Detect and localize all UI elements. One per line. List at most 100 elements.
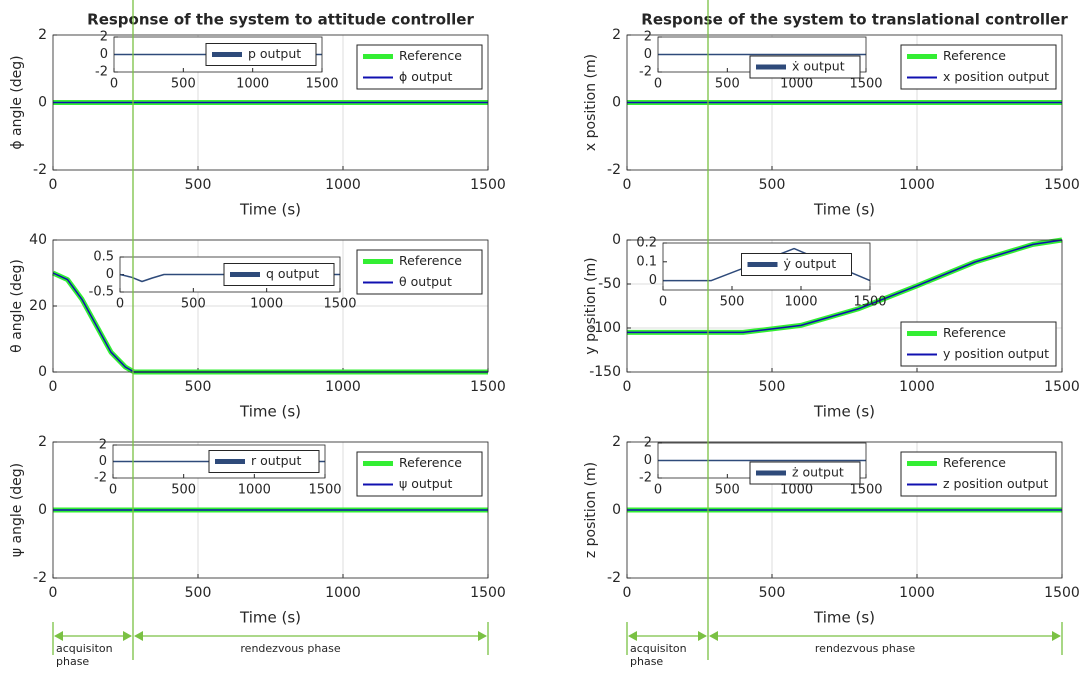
- y-tick-label: 0: [612, 95, 621, 111]
- x-tick-label: 0: [49, 177, 58, 193]
- x-tick-label: 500: [759, 379, 786, 395]
- x-tick-label: 1000: [250, 297, 283, 312]
- x-tick-label: 1000: [784, 295, 817, 310]
- y-tick-label: -2: [607, 570, 621, 586]
- x-tick-label: 0: [654, 483, 662, 498]
- legend-label: p output: [248, 46, 301, 61]
- y-tick-label: 0: [38, 364, 47, 380]
- y-tick-label: 0.2: [636, 236, 657, 251]
- y-axis-label: y position (m): [583, 257, 599, 354]
- legend-label: r output: [251, 453, 301, 468]
- legend-label: Reference: [943, 48, 1006, 63]
- legend-box: [900, 44, 1057, 90]
- arrow-head: [1052, 631, 1061, 641]
- arrow-head: [123, 631, 132, 641]
- y-axis-label: ϕ angle (deg): [9, 55, 25, 149]
- phase-label-box: acquisiton phase: [56, 642, 113, 668]
- legend-label: ż output: [792, 465, 844, 480]
- x-tick-label: 500: [185, 379, 212, 395]
- axes-box: [52, 441, 489, 579]
- x-axis-label: Time (s): [239, 403, 301, 421]
- x-tick-label: 0: [623, 379, 632, 395]
- y-tick-label: 0: [38, 95, 47, 111]
- arrow-head: [628, 631, 637, 641]
- axes-box: [626, 441, 1063, 579]
- y-tick-label: 0: [99, 454, 107, 469]
- x-tick-label: 1000: [780, 77, 813, 92]
- x-tick-label: 500: [759, 585, 786, 601]
- legend-label: x position output: [943, 69, 1049, 84]
- legend-box: [356, 451, 483, 497]
- arrow-head: [478, 631, 487, 641]
- y-axis-label: z position (m): [583, 462, 599, 558]
- x-tick-label: 1500: [470, 177, 506, 193]
- y-axis-label: θ angle (deg): [9, 259, 25, 353]
- y-tick-label: 0: [644, 47, 652, 62]
- y-tick-label: 2: [644, 436, 652, 451]
- x-tick-label: 1500: [308, 483, 341, 498]
- y-tick-label: 2: [100, 30, 108, 45]
- phase-label: rendezvous phase: [240, 642, 340, 655]
- legend-label: Reference: [399, 253, 462, 268]
- x-tick-label: 1000: [899, 585, 935, 601]
- y-tick-label: -0.5: [89, 285, 114, 300]
- y-tick-label: -2: [33, 570, 47, 586]
- x-tick-label: 1500: [470, 585, 506, 601]
- x-tick-label: 1000: [238, 483, 271, 498]
- y-tick-label: -50: [598, 276, 621, 292]
- arrow-head: [134, 631, 143, 641]
- x-tick-label: 1000: [325, 585, 361, 601]
- legend-box: [356, 44, 483, 90]
- x-tick-label: 1000: [325, 177, 361, 193]
- y-tick-label: -100: [589, 320, 621, 336]
- y-tick-label: 0.1: [636, 254, 657, 269]
- legend-label: z position output: [943, 476, 1048, 491]
- legend-box: [208, 450, 320, 473]
- x-tick-label: 0: [49, 585, 58, 601]
- axes-box: [113, 36, 323, 73]
- series-line: [119, 273, 340, 283]
- arrow-head: [709, 631, 718, 641]
- legend-label: ẏ output: [784, 256, 837, 271]
- y-tick-label: 0: [612, 502, 621, 518]
- chart-title: Response of the system to attitude contr…: [87, 11, 474, 29]
- arrow-head: [54, 631, 63, 641]
- legend-label: ẋ output: [792, 59, 845, 74]
- axes-box: [626, 239, 1063, 373]
- legend-box: [749, 461, 861, 485]
- y-tick-label: 2: [99, 438, 107, 453]
- x-tick-label: 1500: [323, 297, 356, 312]
- arrow-head: [698, 631, 707, 641]
- y-axis-label: x position (m): [583, 54, 599, 151]
- y-tick-label: 0: [100, 47, 108, 62]
- y-tick-label: 0: [38, 502, 47, 518]
- y-tick-label: -2: [95, 65, 108, 80]
- series-line: [627, 239, 1063, 334]
- x-tick-label: 0: [110, 77, 118, 92]
- x-tick-label: 500: [181, 297, 206, 312]
- x-tick-label: 1500: [849, 77, 882, 92]
- y-tick-label: -2: [639, 471, 652, 486]
- axes-box: [662, 242, 871, 291]
- x-tick-label: 500: [171, 77, 196, 92]
- x-tick-label: 500: [185, 177, 212, 193]
- axes-box: [119, 256, 341, 293]
- x-tick-label: 500: [759, 177, 786, 193]
- axes-box: [52, 239, 489, 373]
- legend-label: θ output: [399, 274, 452, 289]
- legend-box: [741, 253, 852, 276]
- x-tick-label: 1500: [1044, 379, 1080, 395]
- x-tick-label: 1000: [236, 77, 269, 92]
- y-tick-label: -2: [33, 162, 47, 178]
- x-axis-label: Time (s): [239, 201, 301, 219]
- legend-box: [900, 451, 1057, 497]
- x-tick-label: 0: [623, 177, 632, 193]
- legend-box: [205, 43, 317, 66]
- y-tick-label: 0: [649, 273, 657, 288]
- legend-box: [356, 249, 483, 295]
- phase-label: acquisiton phase: [630, 642, 687, 668]
- x-tick-label: 0: [116, 297, 124, 312]
- y-tick-label: 20: [29, 298, 47, 314]
- y-tick-label: 0: [612, 232, 621, 248]
